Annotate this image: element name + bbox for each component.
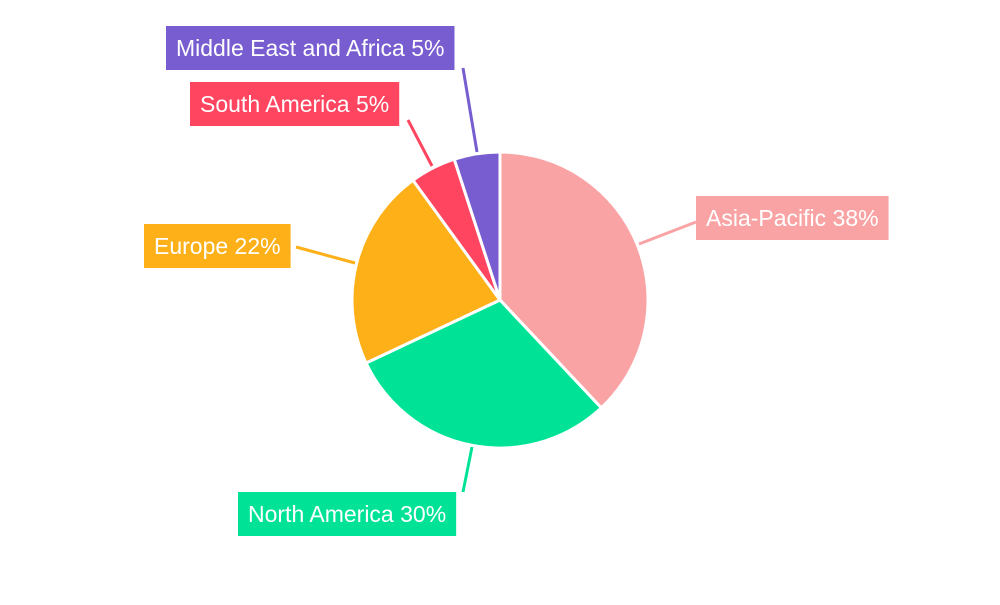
data-label-middle-east-and-africa: Middle East and Africa 5% — [176, 35, 444, 61]
data-label-south-america: South America 5% — [200, 91, 389, 117]
data-label-europe: Europe 22% — [154, 233, 281, 259]
leader-line-asia-pacific — [638, 220, 697, 246]
leader-line-south-america — [406, 119, 434, 167]
data-label-box-asia-pacific — [696, 196, 889, 240]
leader-line-middle-east-and-africa — [461, 67, 479, 153]
leader-line-north-america — [461, 446, 474, 493]
data-label-asia-pacific: Asia-Pacific 38% — [706, 205, 879, 231]
leader-line-europe — [295, 245, 356, 265]
data-label-box-south-america — [190, 82, 400, 126]
pie-slice-middle-east-and-africa[interactable] — [452, 150, 502, 301]
pie-slice-europe[interactable] — [350, 178, 503, 366]
pie-slice-asia-pacific[interactable] — [498, 150, 650, 411]
data-label-box-north-america — [238, 492, 457, 536]
data-label-north-america: North America 30% — [248, 501, 446, 527]
data-label-box-europe — [144, 224, 291, 268]
data-label-box-middle-east-and-africa — [166, 26, 455, 70]
